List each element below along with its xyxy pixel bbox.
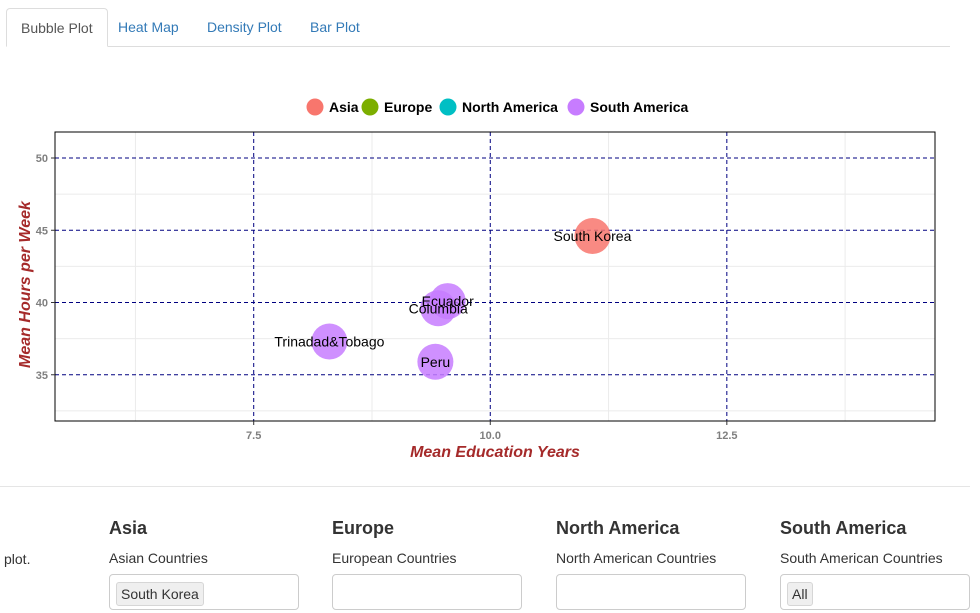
north-american-countries-select[interactable] <box>556 574 746 610</box>
bubble <box>420 290 457 327</box>
group-title: North America <box>556 518 680 538</box>
y-tick-label: 50 <box>36 153 48 165</box>
y-axis-ticks: 35 40 45 50 <box>36 153 55 382</box>
tab-bar: Bubble Plot Heat Map Density Plot Bar Pl… <box>6 8 950 47</box>
legend-swatch <box>439 98 457 116</box>
bubble-label: Ecuador <box>422 293 474 309</box>
legend-label: North America <box>462 99 558 115</box>
bubble <box>574 218 611 255</box>
tab-bubble-plot[interactable]: Bubble Plot <box>6 8 108 47</box>
bubble-label: Peru <box>421 354 451 370</box>
tab-bar-plot[interactable]: Bar Plot <box>310 19 360 35</box>
group-title: Asia <box>109 518 148 538</box>
legend-swatch <box>361 98 379 116</box>
tab-heat-map[interactable]: Heat Map <box>118 19 179 35</box>
european-countries-select[interactable] <box>332 574 522 610</box>
legend-swatch <box>306 98 324 116</box>
x-tick-label: 12.5 <box>716 430 737 442</box>
legend-item: Asia <box>306 98 359 116</box>
legend-label: Asia <box>329 99 359 115</box>
filter-group-north-america: North America North American Countries <box>556 518 746 610</box>
y-tick-label: 40 <box>36 298 48 310</box>
group-title: Europe <box>332 518 395 538</box>
asian-countries-select[interactable]: South Korea <box>109 574 299 610</box>
truncated-description: plot. <box>4 551 31 567</box>
legend-item: North America <box>439 98 558 116</box>
y-tick-label: 45 <box>36 225 48 237</box>
south-american-countries-select[interactable]: All <box>780 574 970 610</box>
tab-density-plot[interactable]: Density Plot <box>207 19 282 35</box>
x-axis-ticks: 7.5 10.0 12.5 <box>246 421 738 442</box>
major-gridlines <box>55 132 935 421</box>
select-label: Asian Countries <box>109 550 208 566</box>
legend-label: South America <box>590 99 688 115</box>
filter-group-europe: Europe European Countries <box>332 518 522 610</box>
minor-gridlines <box>55 132 935 421</box>
bubble <box>417 343 454 380</box>
selected-chip[interactable]: All <box>787 582 813 606</box>
select-label: European Countries <box>332 550 457 566</box>
select-label: South American Countries <box>780 550 943 566</box>
bubble-chart: Asia Europe North America South America Sou… <box>17 98 936 461</box>
bubble <box>311 323 348 360</box>
legend-item: Europe <box>361 98 432 116</box>
legend-swatch <box>567 98 585 116</box>
legend-label: Europe <box>384 99 432 115</box>
select-label: North American Countries <box>556 550 717 566</box>
chart-legend: Asia Europe North America South America <box>306 98 688 116</box>
bubble-label: South Korea <box>554 228 632 244</box>
x-tick-label: 10.0 <box>480 430 501 442</box>
plot-border <box>54 131 936 422</box>
y-tick-label: 35 <box>36 370 48 382</box>
legend-item: South America <box>567 98 688 116</box>
filter-group-south-america: South America South American Countries A… <box>780 518 970 610</box>
selected-chip[interactable]: South Korea <box>116 582 204 606</box>
x-axis-title: Mean Education Years <box>410 444 580 461</box>
filter-group-asia: Asia Asian Countries South Korea <box>109 518 299 610</box>
plot-panel <box>55 132 935 421</box>
bubble-label: Trinadad&Tobago <box>274 334 384 350</box>
section-divider <box>0 486 970 487</box>
y-axis-title: Mean Hours per Week <box>17 200 34 368</box>
bubble-label: Columbia <box>409 300 468 316</box>
x-tick-label: 7.5 <box>246 430 261 442</box>
group-title: South America <box>780 518 907 538</box>
